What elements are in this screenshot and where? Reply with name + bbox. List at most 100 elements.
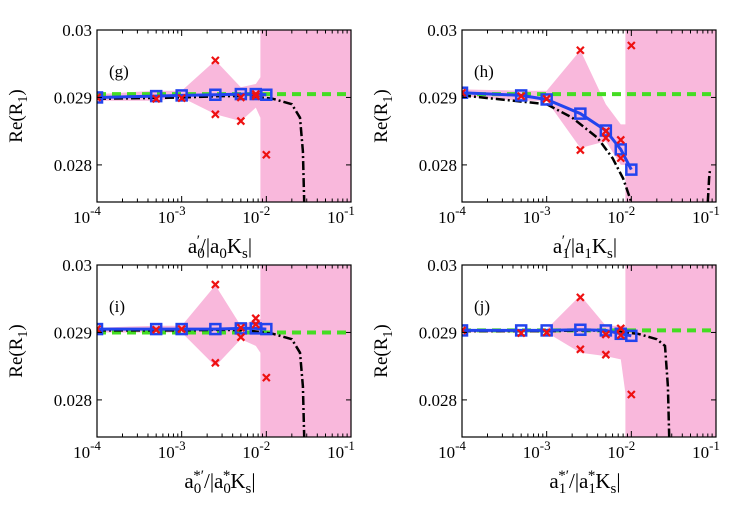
- sample-point: [211, 56, 220, 65]
- sample-point: [236, 93, 246, 102]
- fit-point: [209, 322, 222, 336]
- x-axis-label-den-tail: K: [595, 469, 610, 493]
- x-axis-label-denominator: /|a: [565, 234, 585, 258]
- sample-point: [177, 93, 186, 103]
- sample-point: [542, 328, 551, 337]
- x-axis-label-den-tail-sub: s: [242, 246, 248, 262]
- x-tick-label: 10-3: [158, 438, 186, 462]
- sample-point-stroke: [576, 293, 585, 302]
- sample-point-stroke: [251, 89, 261, 99]
- x-axis-label-den-tail-sub: s: [611, 481, 617, 497]
- fit-point: [625, 329, 638, 343]
- sample-point-stroke: [462, 91, 467, 98]
- x-tick-label: 10-4: [438, 438, 466, 462]
- sample-point: [516, 328, 526, 338]
- y-tick-label: 0.029: [54, 88, 92, 107]
- sample-point-stroke: [516, 328, 526, 338]
- panel-label: (g): [109, 62, 129, 81]
- y-axis-label-sub: 1: [16, 96, 31, 103]
- x-tick-label: 10-2: [607, 438, 635, 462]
- fit-point: [149, 322, 163, 336]
- sample-point: [601, 330, 611, 339]
- sample-point: [177, 324, 186, 334]
- x-axis-label-den-sup: *: [223, 468, 231, 484]
- y-axis-label-sub: 1: [16, 331, 31, 338]
- sample-point-stroke: [97, 324, 102, 331]
- fit-point: [462, 86, 469, 99]
- x-tick-base: 10: [607, 443, 624, 462]
- plot-area: [97, 30, 351, 202]
- x-axis-label-num-sub: 0: [197, 246, 205, 262]
- sample-point-stroke: [601, 330, 611, 339]
- x-tick-label: 10-1: [327, 203, 355, 227]
- fit-point: [540, 324, 553, 337]
- x-axis-label-num-sup: ′: [562, 233, 565, 249]
- x-tick-base: 10: [692, 208, 709, 227]
- sample-point-stroke: [542, 328, 551, 337]
- x-tick-exponent: -1: [344, 438, 355, 453]
- x-axis-label-denominator: /|a: [204, 469, 224, 493]
- x-axis-label-numerator: a: [188, 234, 198, 258]
- fit-point: [260, 322, 273, 336]
- x-tick-base: 10: [242, 443, 259, 462]
- uncertainty-band: [97, 265, 351, 437]
- fit-point: [574, 107, 587, 120]
- x-axis-label-den-tail: K: [230, 469, 245, 493]
- sample-point: [236, 332, 246, 342]
- x-axis-label-num-sub: 1: [559, 481, 567, 497]
- sample-point-stroke: [236, 93, 246, 102]
- sample-point-stroke: [601, 133, 611, 143]
- sample-point-stroke: [262, 373, 271, 382]
- x-axis-label: a1′/|a1Ks|: [553, 233, 617, 262]
- sample-point: [262, 150, 271, 160]
- sample-point: [211, 110, 220, 119]
- x-tick-base: 10: [73, 208, 90, 227]
- x-axis-label-num-sup: *′: [193, 468, 204, 484]
- y-tick-label: 0.028: [54, 156, 92, 175]
- x-axis-label-numerator: a: [549, 469, 559, 493]
- sample-point-stroke: [576, 345, 585, 354]
- uncertainty-band: [462, 265, 716, 437]
- x-tick-exponent: -1: [344, 203, 355, 218]
- x-axis-label-den-sub: 0: [223, 481, 231, 497]
- sample-point-stroke: [97, 93, 102, 100]
- sample-point-stroke: [151, 94, 161, 104]
- y-tick-label: 0.03: [427, 21, 457, 40]
- y-tick-label: 0.028: [419, 391, 457, 410]
- x-tick-exponent: -3: [175, 438, 186, 453]
- x-tick-base: 10: [523, 208, 540, 227]
- x-axis-label: a1*′/|a1*Ks|: [549, 468, 620, 497]
- panel-label: (j): [474, 297, 490, 316]
- fit-point: [234, 322, 248, 335]
- y-axis-label-main: Re(R: [6, 102, 27, 142]
- x-tick-base: 10: [692, 443, 709, 462]
- fit-point: [599, 124, 613, 137]
- y-axis-label: Re(R1): [6, 89, 31, 142]
- x-tick-base: 10: [242, 208, 259, 227]
- x-tick-exponent: -4: [455, 438, 466, 453]
- sample-point: [616, 153, 626, 163]
- sample-point: [251, 89, 261, 99]
- x-axis-label: a0*′/|a0*Ks|: [184, 468, 255, 497]
- sample-point: [236, 116, 246, 126]
- fit-point: [209, 88, 222, 102]
- uncertainty-band: [462, 30, 716, 202]
- sample-point: [627, 390, 636, 399]
- y-tick-label: 0.03: [62, 256, 92, 275]
- plot-area: [97, 265, 351, 437]
- y-tick-label: 0.028: [54, 391, 92, 410]
- y-axis-label: Re(R1): [371, 89, 396, 142]
- fit-point: [149, 89, 163, 103]
- x-tick-base: 10: [73, 443, 90, 462]
- fit-point: [260, 88, 273, 102]
- fit-point: [175, 89, 188, 102]
- x-axis-label-den-tail: K: [227, 234, 242, 258]
- sample-point: [601, 126, 611, 136]
- sample-point: [151, 325, 161, 335]
- x-tick-base: 10: [327, 443, 344, 462]
- sample-point-stroke: [211, 358, 220, 368]
